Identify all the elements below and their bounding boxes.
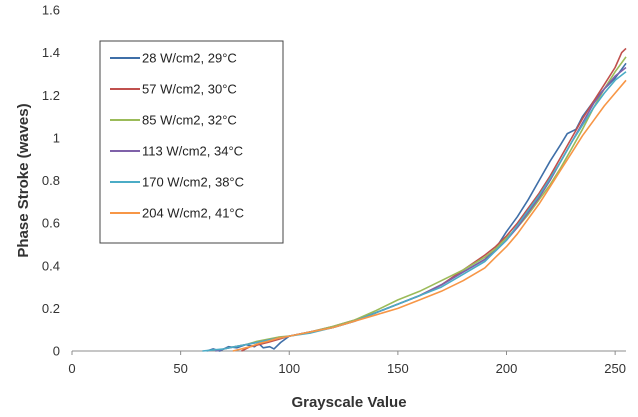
- series-line-6: [232, 79, 627, 352]
- axes: 0 0.2 0.4 0.6 0.8 1 1.2 1.4 1.6 0 50 100 150 200 250: [42, 3, 626, 376]
- series-line-2: [241, 47, 627, 352]
- legend-label: 170 W/cm2, 38°C: [142, 175, 244, 190]
- x-tick-label: 150: [387, 361, 409, 376]
- legend-label: 113 W/cm2, 34°C: [142, 144, 243, 159]
- y-tick-label: 1.4: [42, 45, 60, 60]
- legend: 28 W/cm2, 29°C 57 W/cm2, 30°C 85 W/cm2, 32…: [99, 40, 284, 244]
- legend-label: 57 W/cm2, 30°C: [142, 82, 237, 97]
- legend-label: 28 W/cm2, 29°C: [142, 51, 237, 66]
- series-line-3: [223, 56, 627, 350]
- x-axis-title: Grayscale Value: [291, 394, 406, 411]
- x-tick-label: 50: [173, 361, 187, 376]
- y-tick-label: 0.2: [42, 301, 60, 316]
- legend-label: 85 W/cm2, 32°C: [142, 113, 237, 128]
- series-layer: [202, 47, 627, 352]
- y-tick-label: 1.2: [42, 88, 60, 103]
- legend-label: 204 W/cm2, 41°C: [142, 206, 244, 221]
- y-tick-label: 0.8: [42, 173, 60, 188]
- x-tick-label: 200: [496, 361, 518, 376]
- x-tick-label: 0: [68, 361, 75, 376]
- y-tick-label: 1.6: [42, 3, 60, 18]
- y-tick-label: 0.4: [42, 258, 60, 273]
- y-axis-title: Phase Stroke (waves): [15, 103, 32, 257]
- y-tick-label: 1: [53, 130, 60, 145]
- y-tick-label: 0: [53, 344, 60, 359]
- legend-box: [99, 40, 284, 244]
- y-tick-label: 0.6: [42, 216, 60, 231]
- series-line-5: [202, 71, 627, 352]
- x-tick-label: 100: [278, 361, 300, 376]
- x-tick-label: 250: [604, 361, 626, 376]
